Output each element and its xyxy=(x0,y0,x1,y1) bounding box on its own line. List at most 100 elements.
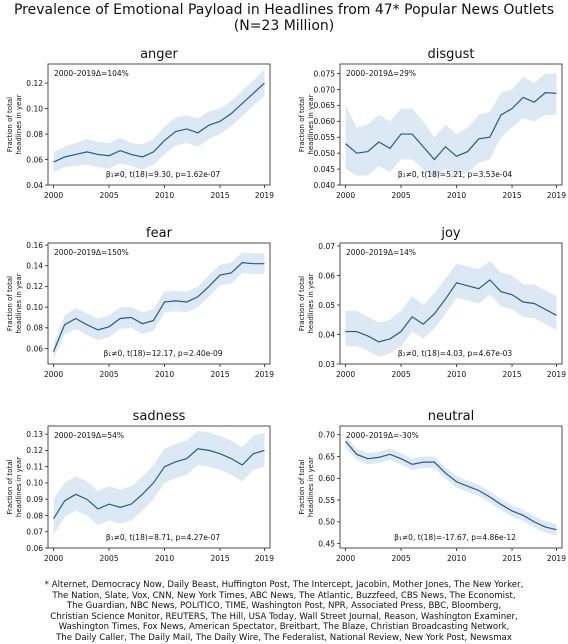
footnote-line: * Alternet, Democracy Now, Daily Beast, … xyxy=(44,580,524,590)
data-point xyxy=(510,107,513,110)
figure-title: Prevalence of Emotional Payload in Headl… xyxy=(0,2,568,34)
y-tick-label: 0.050 xyxy=(314,149,336,158)
data-point xyxy=(388,453,391,456)
x-tick-label: 2019 xyxy=(255,370,274,379)
data-point xyxy=(107,154,110,157)
axes-frame xyxy=(47,242,271,365)
data-point xyxy=(74,153,77,156)
chart-panel-anger: 0.04 0.06 0.08 0.10 0.12 2000 2005 2010 2015 2019… xyxy=(6,47,274,200)
series-line xyxy=(345,92,557,161)
y-axis-label: Fraction of totalheadlines in year xyxy=(6,457,23,517)
y-axis-label-line: Fraction of total xyxy=(298,459,306,514)
data-point xyxy=(230,271,233,274)
x-tick-label: 2019 xyxy=(547,370,566,379)
data-point xyxy=(477,489,480,492)
x-tick-label: 2019 xyxy=(255,554,274,563)
data-point xyxy=(399,330,402,333)
data-point xyxy=(422,323,425,326)
data-point xyxy=(399,457,402,460)
x-tick-label: 2005 xyxy=(100,370,119,379)
data-point xyxy=(263,449,266,452)
data-point xyxy=(74,493,77,496)
confidence-band xyxy=(345,73,557,179)
y-tick-label: 0.50 xyxy=(318,518,335,527)
change-annotation: 2000–2019Δ=14% xyxy=(346,248,416,257)
confidence-band xyxy=(53,430,265,535)
chart-panel-disgust: 0.040 0.045 0.050 0.055 0.060 0.065 0.070 0.075… xyxy=(298,47,566,200)
data-point xyxy=(455,155,458,158)
data-point xyxy=(119,317,122,320)
y-tick-label: 0.45 xyxy=(318,539,335,548)
x-tick-label: 2019 xyxy=(547,191,566,200)
x-tick-label: 2010 xyxy=(447,370,466,379)
y-axis-label-line: headlines in year xyxy=(15,457,23,517)
y-axis-label: Fraction of totalheadlines in year xyxy=(298,273,315,333)
x-tick-label: 2010 xyxy=(155,554,174,563)
change-annotation: 2000–2019Δ=54% xyxy=(54,431,124,440)
data-point xyxy=(63,323,66,326)
data-point xyxy=(444,145,447,148)
data-point xyxy=(141,493,144,496)
data-point xyxy=(499,113,502,116)
data-point xyxy=(185,127,188,130)
x-tick-label: 2019 xyxy=(547,554,566,563)
y-axis-label-line: Fraction of total xyxy=(6,459,14,514)
y-tick-label: 0.04 xyxy=(26,181,43,190)
data-point xyxy=(533,302,536,305)
data-point xyxy=(119,506,122,509)
y-tick-label: 0.08 xyxy=(26,324,43,333)
data-point xyxy=(85,323,88,326)
y-tick-label: 0.65 xyxy=(318,452,335,461)
data-point xyxy=(411,463,414,466)
data-point xyxy=(399,132,402,135)
y-axis-label: Fraction of totalheadlines in year xyxy=(6,94,23,154)
footnote-line: The Guardian, NBC News, POLITICO, TIME, … xyxy=(66,601,502,612)
data-point xyxy=(174,130,177,133)
data-point xyxy=(218,273,221,276)
axes-frame xyxy=(339,425,563,549)
data-point xyxy=(263,82,266,85)
panel-title: neutral xyxy=(428,409,475,424)
data-point xyxy=(444,297,447,300)
data-point xyxy=(174,299,177,302)
data-point xyxy=(152,481,155,484)
data-point xyxy=(411,315,414,318)
y-axis-label: Fraction of totalheadlines in year xyxy=(298,457,315,517)
y-tick-label: 0.09 xyxy=(26,495,43,504)
y-axis-label-line: Fraction of total xyxy=(6,97,14,152)
data-point xyxy=(344,142,347,145)
y-tick-label: 0.13 xyxy=(26,430,43,439)
y-axis-label: Fraction of totalheadlines in year xyxy=(6,273,23,333)
data-point xyxy=(196,131,199,134)
x-tick-label: 2010 xyxy=(447,554,466,563)
x-tick-label: 2015 xyxy=(503,370,522,379)
data-point xyxy=(499,503,502,506)
data-point xyxy=(355,152,358,155)
y-tick-label: 0.06 xyxy=(318,271,335,280)
y-axis-label-line: headlines in year xyxy=(307,457,315,517)
data-point xyxy=(522,514,525,517)
x-tick-label: 2015 xyxy=(211,191,230,200)
x-tick-label: 2019 xyxy=(255,191,274,200)
data-point xyxy=(388,147,391,150)
y-axis-label-line: Fraction of total xyxy=(6,276,14,331)
data-point xyxy=(377,140,380,143)
data-point xyxy=(252,262,255,265)
axes-frame xyxy=(339,242,563,365)
series-line xyxy=(53,82,265,163)
data-point xyxy=(63,499,66,502)
y-tick-label: 0.03 xyxy=(318,360,335,369)
y-tick-label: 0.70 xyxy=(318,431,335,440)
data-point xyxy=(533,520,536,523)
y-axis-label-line: headlines in year xyxy=(307,94,315,154)
data-point xyxy=(344,330,347,333)
change-annotation: 2000–2019Δ=104% xyxy=(54,69,129,78)
data-point xyxy=(499,290,502,293)
y-tick-label: 0.08 xyxy=(26,130,43,139)
y-tick-label: 0.10 xyxy=(26,303,43,312)
data-point xyxy=(488,495,491,498)
data-point xyxy=(163,139,166,142)
data-point xyxy=(444,471,447,474)
data-point xyxy=(163,465,166,468)
